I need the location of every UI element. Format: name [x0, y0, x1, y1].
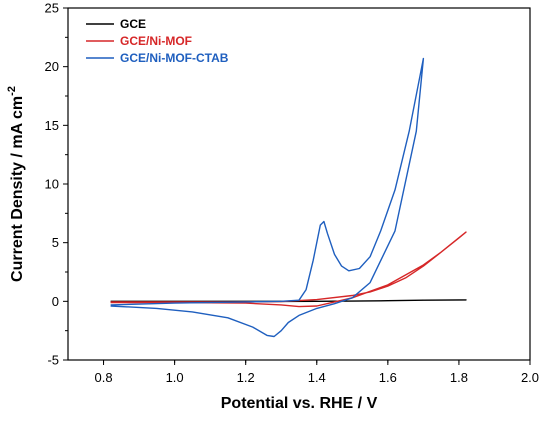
y-tick-label: 20 [45, 59, 59, 74]
x-tick-label: 1.4 [308, 370, 326, 385]
legend-label: GCE/Ni-MOF-CTAB [120, 51, 229, 65]
y-axis-title-main: Current Density / mA cm [9, 96, 26, 282]
series-line-gce-ni-mof [110, 231, 467, 308]
x-tick-label: 1.2 [237, 370, 255, 385]
series-layer [110, 57, 467, 338]
y-tick-label: 10 [45, 177, 59, 192]
y-axis-title: Current Density / mA cm-2 [6, 86, 26, 282]
x-tick-label: 1.6 [379, 370, 397, 385]
ticks-layer: 0.8 1.0 1.2 1.4 1.6 1.8 2.0 -5 0 5 10 15 20 25 [45, 1, 540, 386]
y-tick-label: 15 [45, 118, 59, 133]
x-tick-label: 2.0 [521, 370, 539, 385]
series-line-gce-ni-mof-ctab [110, 57, 425, 338]
y-tick-label: 5 [52, 235, 59, 250]
x-tick-label: 1.0 [166, 370, 184, 385]
y-tick-label: 25 [45, 1, 59, 16]
legend: GCE GCE/Ni-MOF GCE/Ni-MOF-CTAB [86, 17, 229, 65]
y-tick-label: 0 [52, 294, 59, 309]
legend-label: GCE [120, 17, 146, 31]
x-tick-label: 1.8 [450, 370, 468, 385]
x-axis-title: Potential vs. RHE / V [221, 395, 378, 412]
y-tick-label: -5 [47, 353, 59, 368]
legend-label: GCE/Ni-MOF [120, 34, 192, 48]
x-tick-label: 0.8 [94, 370, 112, 385]
y-axis-title-superscript: -2 [6, 86, 18, 96]
